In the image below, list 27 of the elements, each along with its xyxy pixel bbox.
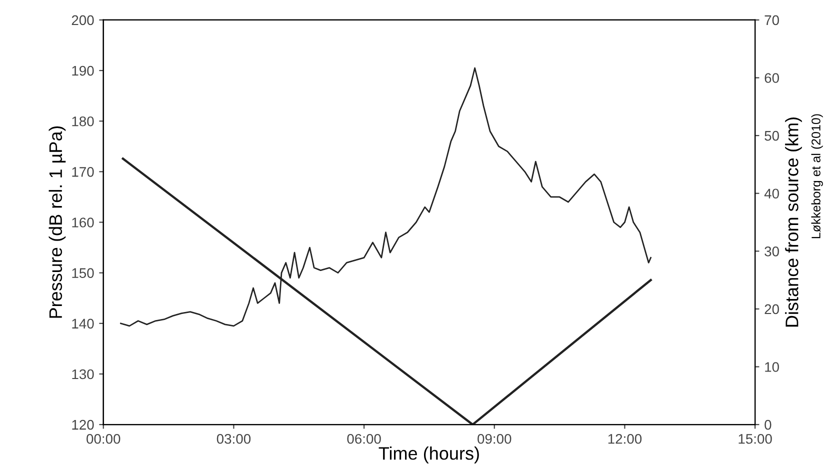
y-tick-label: 190 [72, 66, 94, 76]
x-tick-label: 15:00 [738, 434, 772, 444]
x-tick-label: 09:00 [478, 434, 512, 444]
text: Løkkeborg et al (2010) [811, 114, 823, 238]
y2-tick-label: 30 [764, 246, 779, 256]
y2-tick-label: 10 [765, 362, 779, 372]
y2-tick-label: 70 [764, 15, 779, 26]
y-tick-label: 120 [72, 420, 94, 430]
x-tick-label: 12:00 [608, 434, 642, 444]
y2-tick-label: 50 [764, 130, 779, 141]
y-tick-label: 170 [72, 167, 94, 177]
x-tick-label: 06:00 [347, 434, 381, 444]
y-tick-label: 180 [72, 116, 94, 126]
y-axis-title: Pressure (dB rel. 1 µPa) [48, 126, 66, 318]
y-tick-label: 130 [72, 369, 94, 380]
x-tick-label: 03:00 [216, 434, 251, 444]
x-tick-label: 00:00 [86, 434, 120, 444]
y-tick-label: 160 [72, 218, 94, 228]
y-tick-label: 200 [72, 15, 94, 26]
y2-tick-label: 60 [764, 73, 779, 83]
y2-tick-label: 0 [764, 420, 772, 430]
y-tick-label: 140 [72, 318, 94, 329]
y2-axis-title: Distance from source (km) [785, 118, 802, 327]
y2-tick-label: 20 [764, 304, 779, 314]
y-tick-label: 150 [72, 268, 94, 278]
y2-tick-label: 40 [764, 188, 779, 199]
x-axis-title: Time (hours) [378, 446, 479, 464]
